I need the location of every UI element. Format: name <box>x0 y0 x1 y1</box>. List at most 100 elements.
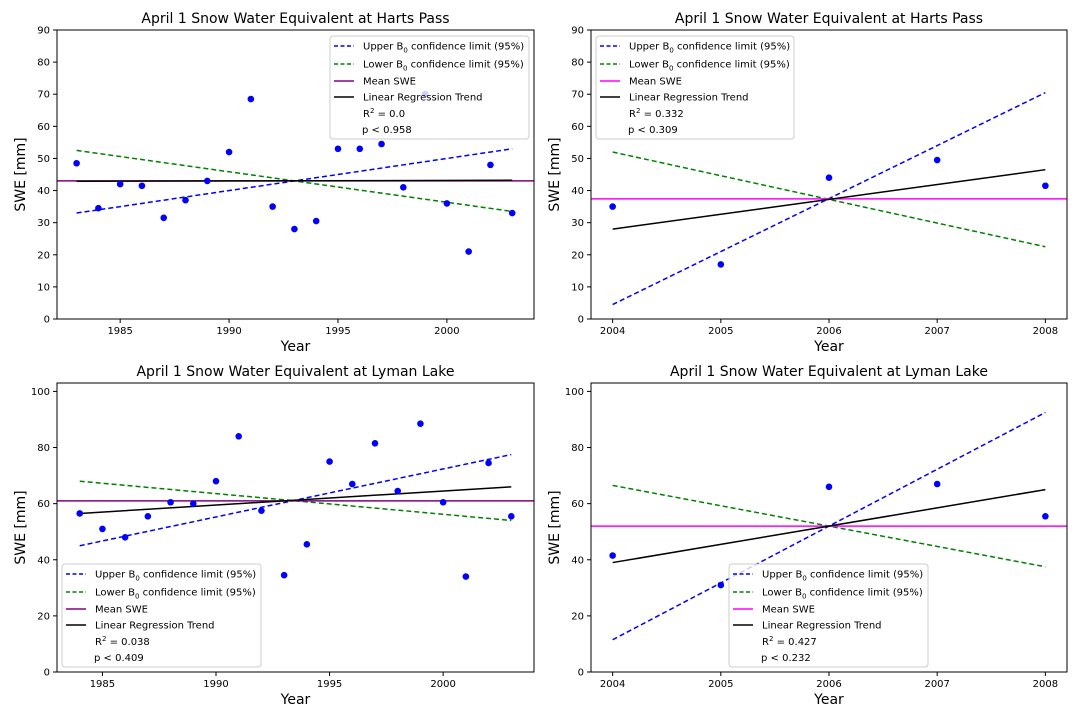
legend-label: Mean SWE <box>95 605 148 616</box>
y-tick-label: 70 <box>571 90 584 101</box>
y-tick-label: 80 <box>571 58 584 69</box>
data-point <box>717 261 725 268</box>
x-axis-label: Year <box>813 339 844 355</box>
y-tick-label: 10 <box>571 282 584 293</box>
legend: Upper B0 confidence limit (95%) Lower B0 … <box>728 563 929 668</box>
x-tick-label: 1990 <box>203 679 228 690</box>
r-squared-text: R2 = 0.332 <box>629 107 684 120</box>
p-value-text: p < 0.309 <box>628 125 678 136</box>
y-tick-label: 50 <box>37 154 50 165</box>
data-point <box>507 512 515 520</box>
r-squared-text: R2 = 0.038 <box>95 635 150 648</box>
chart-panel-3: April 1 Snow Water Equivalent at Lyman L… <box>13 364 535 708</box>
data-point <box>348 480 356 488</box>
x-tick-label: 1985 <box>107 326 132 337</box>
y-axis-label: SWE [mm] <box>547 137 563 211</box>
data-point <box>462 573 470 580</box>
y-tick-label: 100 <box>565 387 584 398</box>
x-tick-label: 2004 <box>600 679 625 690</box>
p-value-text: p < 0.232 <box>761 653 811 664</box>
axes-frame <box>590 382 1068 673</box>
legend-label: Mean SWE <box>363 77 416 88</box>
legend: Upper B0 confidence limit (95%) Lower B0 … <box>61 563 262 668</box>
data-point <box>121 534 129 541</box>
data-point <box>717 581 725 589</box>
y-tick-label: 60 <box>37 122 50 133</box>
data-point <box>485 459 492 467</box>
x-tick-label: 2005 <box>708 679 733 690</box>
y-tick-label: 10 <box>37 282 50 293</box>
y-tick-label: 60 <box>571 499 584 510</box>
y-tick-label: 90 <box>571 26 584 37</box>
legend-box <box>329 35 530 140</box>
legend-label: Lower B0 confidence limit (95%) <box>629 60 790 73</box>
data-point <box>312 217 320 225</box>
data-point <box>138 182 146 190</box>
data-point <box>160 214 168 222</box>
y-tick-label: 70 <box>37 90 50 101</box>
y-axis-label: SWE [mm] <box>13 490 29 564</box>
legend-label: Linear Regression Trend <box>363 93 483 104</box>
y-tick-label: 20 <box>571 250 584 261</box>
x-tick-label: 2004 <box>600 326 625 337</box>
y-tick-label: 0 <box>44 315 50 326</box>
legend-box <box>595 35 795 140</box>
data-point <box>258 507 265 514</box>
data-point <box>326 458 333 465</box>
x-axis-label: Year <box>280 339 311 355</box>
chart-panel-1: April 1 Snow Water Equivalent at Harts P… <box>13 11 535 355</box>
data-point <box>189 500 197 507</box>
data-point <box>212 477 220 485</box>
r-squared-text: R2 = 0.427 <box>762 635 817 648</box>
x-tick-label: 2005 <box>708 326 733 337</box>
data-point <box>609 552 616 559</box>
y-tick-label: 20 <box>37 611 50 622</box>
y-tick-label: 0 <box>578 668 584 679</box>
x-tick-label: 2000 <box>430 679 455 690</box>
x-tick-label: 2007 <box>924 326 949 337</box>
data-point <box>225 148 233 156</box>
y-tick-label: 20 <box>571 611 584 622</box>
legend: Upper B0 confidence limit (95%) Lower B0 … <box>595 35 795 140</box>
legend-label: Mean SWE <box>629 77 682 88</box>
data-point <box>116 180 124 188</box>
y-tick-label: 80 <box>37 443 50 454</box>
data-point <box>167 498 174 506</box>
y-tick-label: 60 <box>571 122 584 133</box>
data-point <box>400 184 407 191</box>
regression-trend-line <box>79 486 512 515</box>
data-point <box>203 177 211 185</box>
data-point <box>439 498 447 506</box>
y-tick-label: 30 <box>37 218 50 229</box>
data-point <box>394 487 402 495</box>
legend-label: Lower B0 confidence limit (95%) <box>363 60 524 73</box>
data-point <box>95 204 102 212</box>
x-tick-label: 1985 <box>90 679 115 690</box>
y-tick-label: 80 <box>571 443 584 454</box>
y-axis-label: SWE [mm] <box>547 490 563 564</box>
data-point <box>417 420 424 427</box>
legend-label: Upper B0 confidence limit (95%) <box>629 42 790 55</box>
legend-label: Upper B0 confidence limit (95%) <box>363 42 524 55</box>
data-point <box>356 145 364 153</box>
x-tick-label: 2008 <box>1033 679 1058 690</box>
y-tick-label: 40 <box>571 186 584 197</box>
legend-box <box>61 563 262 668</box>
legend-label: Mean SWE <box>762 605 815 616</box>
data-point <box>76 510 84 517</box>
data-point <box>235 433 243 440</box>
regression-trend-line <box>612 488 1046 564</box>
y-tick-label: 40 <box>37 555 50 566</box>
x-tick-label: 2000 <box>434 326 459 337</box>
x-tick-label: 2007 <box>924 679 949 690</box>
legend-label: Upper B0 confidence limit (95%) <box>95 570 256 583</box>
data-point <box>1042 512 1049 520</box>
legend-label: Linear Regression Trend <box>95 621 215 632</box>
data-point <box>247 95 255 103</box>
data-point <box>825 174 833 182</box>
x-tick-label: 2008 <box>1033 326 1058 337</box>
data-point <box>269 203 276 210</box>
legend-label: Upper B0 confidence limit (95%) <box>762 570 923 583</box>
